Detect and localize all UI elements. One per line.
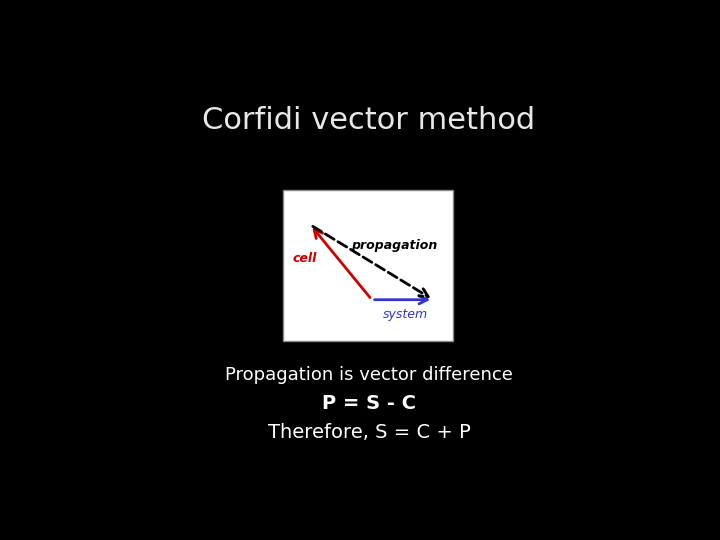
- FancyBboxPatch shape: [282, 190, 453, 341]
- Text: P = S - C: P = S - C: [322, 394, 416, 413]
- Text: Propagation is vector difference: Propagation is vector difference: [225, 366, 513, 383]
- Text: Therefore, S = C + P: Therefore, S = C + P: [268, 423, 470, 442]
- Text: cell: cell: [292, 252, 317, 265]
- Text: propagation: propagation: [351, 239, 437, 252]
- Text: system: system: [383, 308, 428, 321]
- Text: Corfidi vector method: Corfidi vector method: [202, 106, 536, 136]
